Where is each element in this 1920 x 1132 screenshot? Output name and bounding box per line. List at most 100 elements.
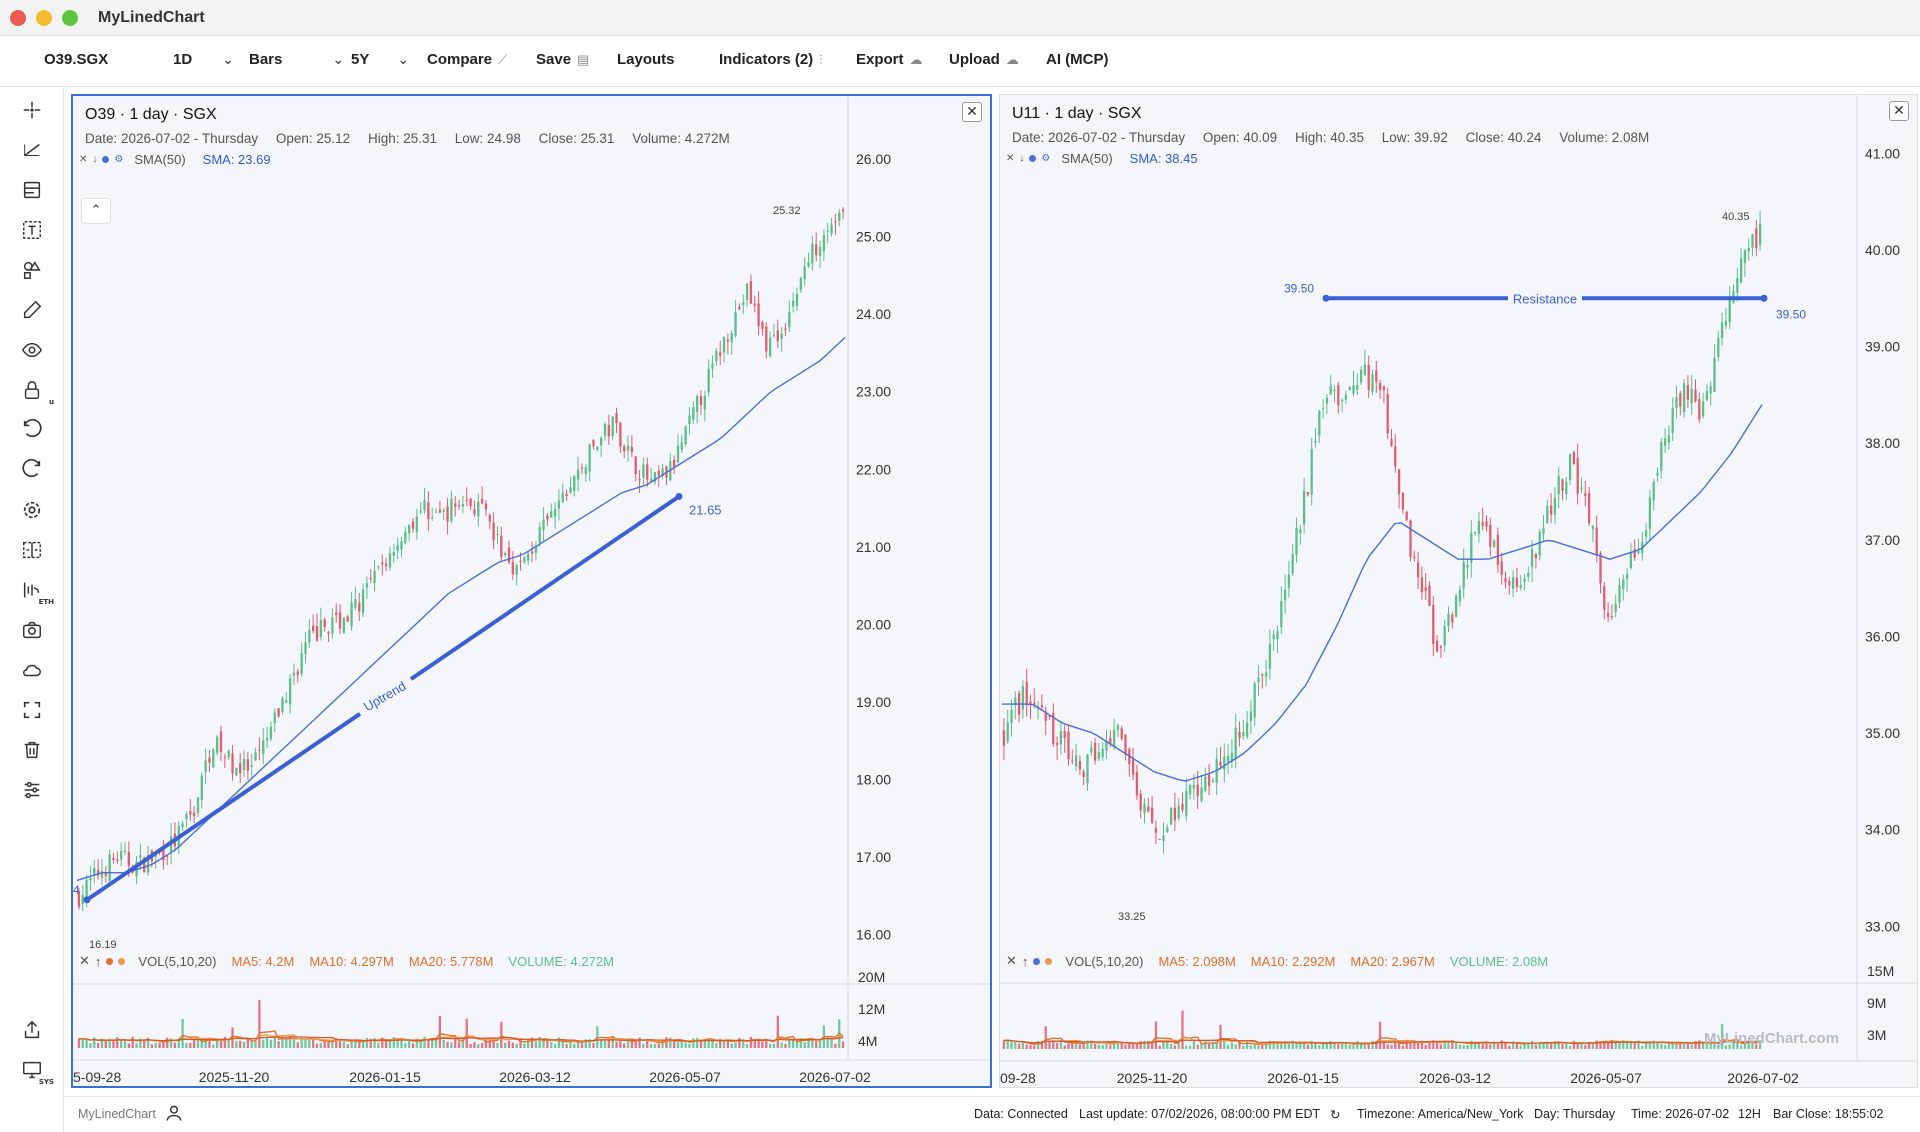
volume-bar: [1424, 1044, 1427, 1049]
candle-body: [496, 534, 499, 536]
u11-chart-canvas[interactable]: 41.00 40.00 39.00 38.00 37.00 36.00 35.00 34.00…: [1000, 95, 1917, 1087]
fullscreen-icon[interactable]: [20, 698, 44, 722]
candle-body: [323, 619, 326, 628]
chart-panel-u11[interactable]: 41.00 40.00 39.00 38.00 37.00 36.00 35.00 34.00…: [999, 94, 1918, 1088]
save-button[interactable]: Save ▤: [536, 51, 589, 68]
collapse-button[interactable]: ⌃: [81, 198, 111, 224]
trash-icon[interactable]: [20, 738, 44, 762]
volume-bar: [143, 1039, 146, 1048]
arrow-down-icon[interactable]: ↓: [92, 154, 98, 165]
volume-bar: [1405, 1040, 1408, 1049]
window-minimize-button[interactable]: [36, 9, 52, 26]
candle-body: [139, 854, 142, 858]
session-icon[interactable]: ETH: [20, 578, 54, 606]
chart-type-label: Bars: [249, 51, 283, 68]
candle-body: [726, 339, 730, 342]
volume-bar: [219, 1038, 223, 1048]
remove-indicator-icon[interactable]: ✕: [79, 154, 88, 165]
candle-body: [81, 894, 84, 905]
candle-body: [1386, 394, 1389, 434]
trend-line-icon[interactable]: [20, 138, 44, 162]
export-button[interactable]: Export ☁: [856, 51, 923, 68]
remove-indicator-icon[interactable]: ✕: [79, 953, 90, 968]
settings-icon[interactable]: [20, 498, 44, 522]
candle-body: [1416, 562, 1420, 578]
compare-icon[interactable]: [20, 538, 44, 562]
window-close-button[interactable]: [10, 9, 26, 26]
arrow-up-icon[interactable]: ↑: [1021, 953, 1029, 969]
chart-panel-o39[interactable]: 26.00 25.00 24.00 23.00 22.00 21.00 20.00 19.00…: [71, 94, 992, 1088]
o39-chart-canvas[interactable]: 26.00 25.00 24.00 23.00 22.00 21.00 20.00 19.00…: [73, 96, 990, 1086]
volume-bar: [104, 1041, 107, 1048]
indicators-button[interactable]: Indicators (2) ⫶: [719, 51, 822, 68]
volume-bar: [1409, 1041, 1412, 1049]
volume-bar: [1416, 1042, 1420, 1049]
sma-settings-icon[interactable]: ⚙: [1041, 153, 1051, 164]
symbol-selector[interactable]: O39.SGX: [44, 51, 108, 68]
eye-icon[interactable]: [20, 338, 44, 362]
candle-body: [711, 363, 714, 369]
volume-bar: [250, 1040, 253, 1048]
candle-body: [408, 525, 411, 534]
candle-body: [1432, 604, 1435, 645]
candle-body: [1451, 614, 1454, 623]
text-icon[interactable]: [20, 218, 44, 242]
volume-bar: [815, 1038, 818, 1048]
interval-selector[interactable]: 1D ⌄: [173, 51, 234, 68]
candle-body: [1679, 393, 1682, 407]
volume-bar: [1314, 1043, 1317, 1049]
refresh-icon[interactable]: ↻: [1330, 1108, 1341, 1122]
volume-bar: [1147, 1041, 1150, 1049]
crosshair-icon[interactable]: [20, 98, 44, 122]
candle-body: [461, 503, 465, 507]
chart-type-selector[interactable]: Bars ⌄: [249, 51, 344, 68]
candle-body: [1063, 731, 1066, 738]
cloud-icon[interactable]: [20, 658, 44, 682]
compare-button[interactable]: Compare ⟋: [427, 51, 507, 68]
user-icon[interactable]: [164, 1103, 184, 1126]
candle-body: [807, 262, 810, 267]
layouts-button[interactable]: Layouts: [617, 51, 675, 68]
arrow-up-icon[interactable]: ↑: [94, 953, 102, 969]
volume-bar: [776, 1015, 779, 1048]
volume-bar: [1306, 1044, 1310, 1049]
volume-bar: [454, 1037, 457, 1048]
lock-icon[interactable]: u: [20, 378, 54, 406]
redo-icon[interactable]: [20, 458, 44, 482]
undo-icon[interactable]: [20, 418, 44, 442]
candle-body: [457, 505, 461, 507]
share-icon[interactable]: [20, 1018, 44, 1042]
volume-bar: [1002, 1040, 1006, 1049]
info-low: Low: 24.98: [454, 131, 521, 146]
vol-value: VOLUME: 2.08M: [1449, 953, 1549, 969]
volume-bar: [1728, 1044, 1731, 1049]
candle-body: [519, 560, 522, 562]
candle-body: [342, 617, 346, 633]
status-hour-format[interactable]: 12H: [1738, 1107, 1761, 1121]
candle-body: [262, 740, 265, 755]
volume-bar: [120, 1040, 123, 1048]
volume-bar: [1633, 1042, 1636, 1049]
candle-body: [1694, 389, 1697, 402]
close-panel-button[interactable]: ✕: [962, 102, 982, 122]
upload-button[interactable]: Upload ☁: [949, 51, 1019, 68]
arrow-down-icon[interactable]: ↓: [1019, 153, 1025, 164]
remove-indicator-icon[interactable]: ✕: [1006, 953, 1017, 968]
volume-bar: [1078, 1044, 1082, 1049]
shapes-icon[interactable]: [20, 258, 44, 282]
panel-title: O39 · 1 day · SGX: [85, 106, 217, 123]
monitor-icon[interactable]: SYS: [20, 1058, 54, 1086]
close-panel-button[interactable]: ✕: [1889, 101, 1909, 121]
candle-body: [442, 510, 445, 512]
camera-icon[interactable]: [20, 618, 44, 642]
brush-icon[interactable]: [20, 298, 44, 322]
volume-bar: [1230, 1042, 1234, 1049]
window-maximize-button[interactable]: [62, 9, 78, 26]
remove-indicator-icon[interactable]: ✕: [1006, 153, 1015, 164]
ai-mcp-button[interactable]: AI (MCP): [1046, 51, 1109, 68]
sliders-icon[interactable]: [20, 778, 44, 802]
range-selector[interactable]: 5Y ⌄: [351, 51, 409, 68]
candle-body: [788, 311, 791, 328]
fib-icon[interactable]: [20, 178, 44, 202]
sma-settings-icon[interactable]: ⚙: [114, 154, 124, 165]
